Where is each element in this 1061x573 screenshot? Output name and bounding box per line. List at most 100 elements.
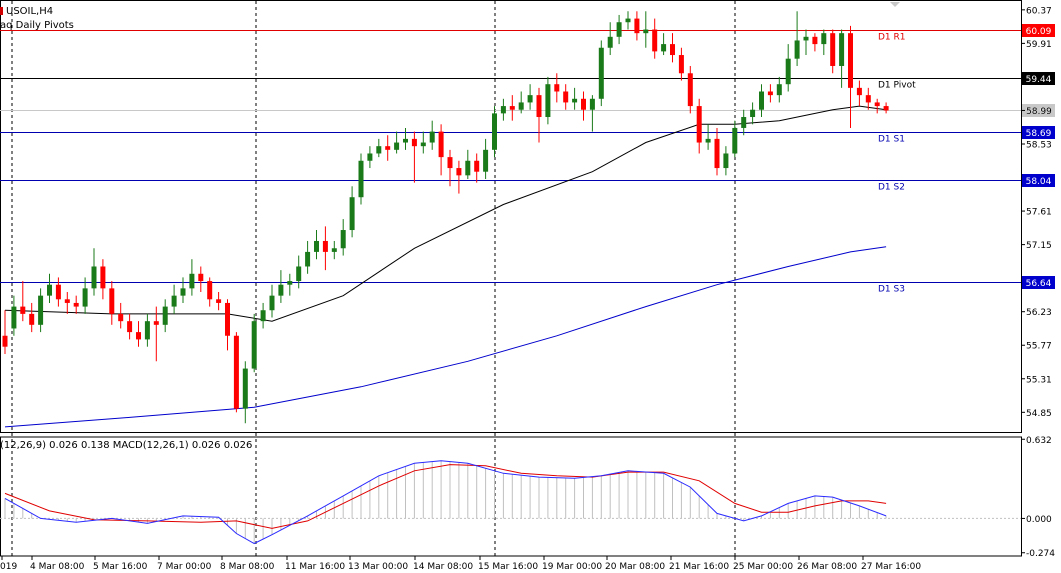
time-tick-label: 4 Mar 08:00 xyxy=(30,562,85,572)
time-tick-label: 14 Mar 08:00 xyxy=(413,562,473,572)
candle-body xyxy=(500,106,506,114)
candle-body xyxy=(296,266,302,282)
candle-body xyxy=(447,157,453,169)
price-box-label: 58.04 xyxy=(1026,177,1052,187)
candle-body xyxy=(55,284,61,300)
macd-label: (12,26,9) 0.026 0.138 MACD(12,26,1) 0.02… xyxy=(0,440,253,451)
macd-tick-label: -0.274 xyxy=(1026,549,1055,559)
price-tick-label: 55.77 xyxy=(1026,342,1052,352)
candle-body xyxy=(331,248,337,252)
candle-body xyxy=(136,332,141,340)
candle-body xyxy=(848,33,853,88)
candle-body xyxy=(144,321,150,340)
candle-body xyxy=(305,251,311,267)
candle-body xyxy=(340,230,346,249)
candle-body xyxy=(785,58,791,85)
pivot-label: D1 Pivot xyxy=(878,81,916,91)
candle-body xyxy=(554,84,560,92)
price-tick-label: 59.91 xyxy=(1026,40,1052,50)
candle-body xyxy=(572,98,578,103)
time-tick-label: 5 Mar 16:00 xyxy=(93,562,148,572)
candle-body xyxy=(100,266,106,289)
price-tick-label: 55.31 xyxy=(1026,375,1052,385)
candle-body xyxy=(376,146,382,154)
candle-body xyxy=(536,95,542,118)
candle-body xyxy=(839,33,845,66)
candle-body xyxy=(696,106,702,143)
price-tick-label: 57.61 xyxy=(1026,208,1052,218)
sma-fast-line xyxy=(4,105,887,322)
candle-body xyxy=(714,138,720,169)
time-tick-label: 25 Mar 00:00 xyxy=(733,562,793,572)
candle-body xyxy=(198,273,204,282)
candle-body xyxy=(180,288,186,296)
candle-body xyxy=(118,313,124,322)
candle-body xyxy=(394,142,400,150)
candle-body xyxy=(759,91,764,110)
pivot-label: D1 R1 xyxy=(878,33,906,43)
candle-body xyxy=(269,295,275,311)
current-price-label: 58.99 xyxy=(1026,107,1052,117)
candle-body xyxy=(64,299,70,303)
candle-body xyxy=(678,55,684,74)
candle-body xyxy=(91,266,97,289)
candle-body xyxy=(687,73,693,107)
candle-body xyxy=(260,310,266,322)
candle-body xyxy=(803,36,809,41)
candle-body xyxy=(732,127,738,154)
candle-body xyxy=(483,149,489,172)
candle-body xyxy=(109,288,115,314)
candle-body xyxy=(607,36,613,48)
time-tick-label: 20 Mar 08:00 xyxy=(605,562,665,572)
price-box xyxy=(1022,72,1055,85)
candle-body xyxy=(634,18,640,34)
candle-body xyxy=(741,117,747,128)
candle-body xyxy=(465,160,471,176)
candle-body xyxy=(322,240,328,252)
price-box-label: 59.44 xyxy=(1026,75,1052,85)
chart-shift-marker xyxy=(890,2,900,7)
candle-body xyxy=(492,113,497,150)
candle-body xyxy=(794,40,800,59)
price-box-label: 58.69 xyxy=(1026,129,1052,139)
candle-body xyxy=(225,302,230,336)
symbol-title: USOIL,H4 xyxy=(6,6,54,17)
macd-line xyxy=(4,460,887,545)
indicator-color-swatch xyxy=(0,7,3,15)
candle-body xyxy=(233,335,239,409)
candle-body xyxy=(563,91,569,103)
price-tick-label: 57.15 xyxy=(1026,241,1052,251)
price-tick-label: 60.37 xyxy=(1026,6,1052,16)
candle-body xyxy=(509,106,515,110)
candle-body xyxy=(527,95,533,103)
time-tick-label: 11 Mar 16:00 xyxy=(285,562,345,572)
candle-body xyxy=(589,98,595,110)
candle-body xyxy=(874,102,880,107)
candle-body xyxy=(38,295,44,325)
price-tick-label: 54.85 xyxy=(1026,409,1052,419)
candle-body xyxy=(830,33,836,66)
pivot-label: D1 S1 xyxy=(878,135,905,145)
candle-body xyxy=(349,197,355,231)
candle-body xyxy=(474,160,480,172)
time-tick-label: 26 Mar 08:00 xyxy=(797,562,857,572)
candle-body xyxy=(367,153,373,161)
time-tick-label: 15 Mar 16:00 xyxy=(478,562,538,572)
candle-body xyxy=(314,240,319,252)
price-tick-label: 56.23 xyxy=(1026,308,1052,318)
time-tick-label: 21 Mar 16:00 xyxy=(669,562,729,572)
candle-body xyxy=(189,273,195,289)
price-tick-label: 58.53 xyxy=(1026,140,1052,150)
candle-body xyxy=(403,138,408,143)
macd-tick-label: 0.000 xyxy=(1026,515,1052,525)
candle-body xyxy=(652,29,658,52)
candle-body xyxy=(358,160,364,198)
candle-body xyxy=(750,109,756,118)
candle-body xyxy=(11,306,17,329)
candle-body xyxy=(865,95,871,103)
time-tick-label: 19 Mar 00:00 xyxy=(542,562,602,572)
candle-body xyxy=(643,29,649,34)
candle-body xyxy=(411,138,417,147)
candle-body xyxy=(385,146,391,150)
time-tick-label: 27 Mar 16:00 xyxy=(861,562,921,572)
